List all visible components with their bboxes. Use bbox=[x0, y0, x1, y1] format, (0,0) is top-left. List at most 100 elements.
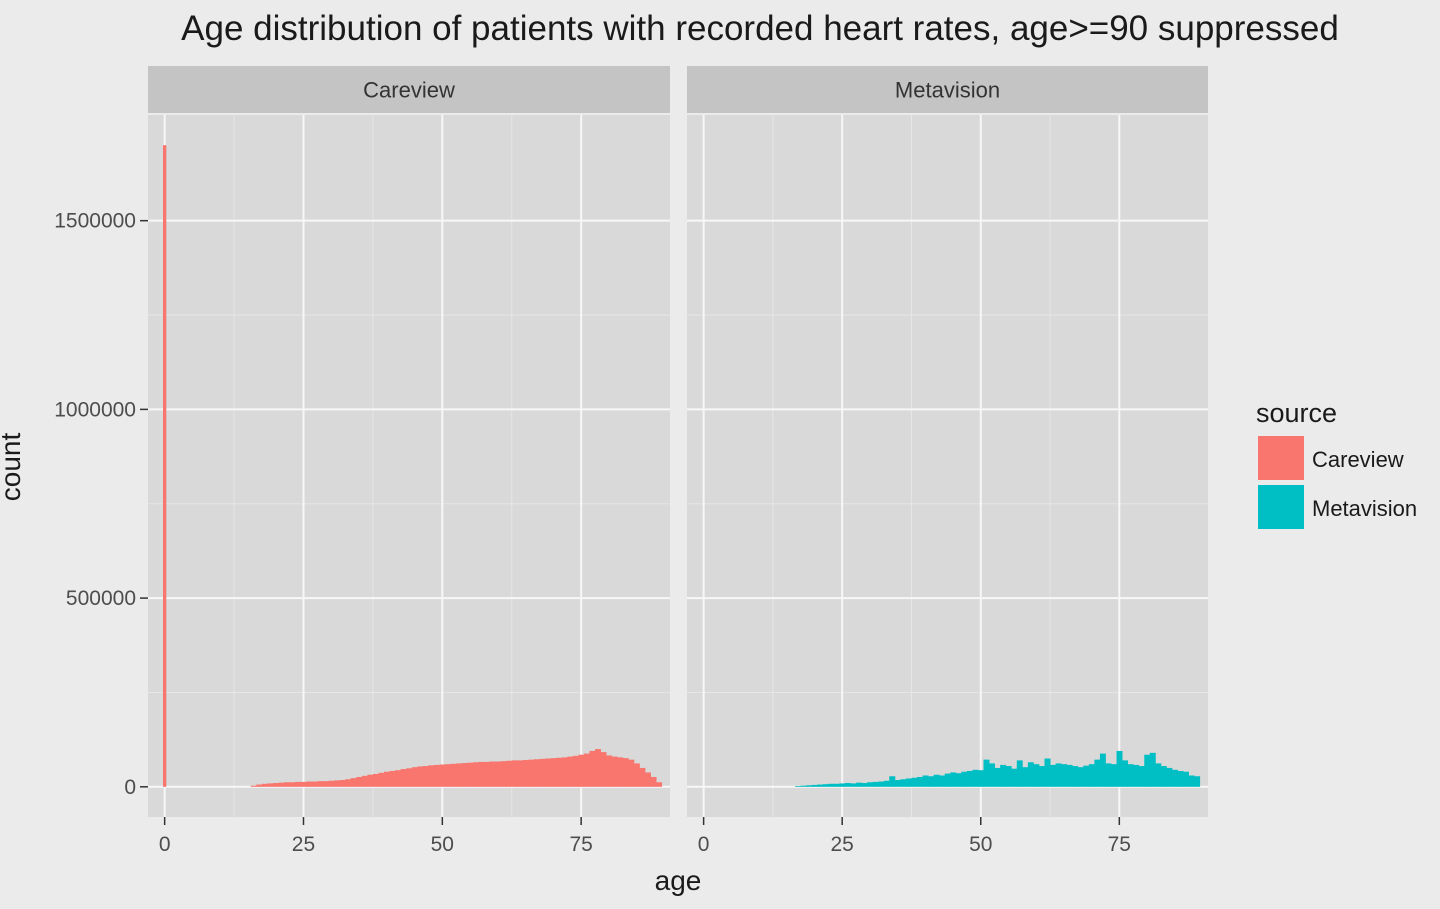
histogram-bar bbox=[650, 776, 657, 787]
histogram-bar bbox=[572, 755, 579, 787]
histogram-bar bbox=[867, 782, 874, 787]
histogram-bar bbox=[478, 761, 485, 787]
histogram-bar bbox=[828, 783, 835, 787]
histogram-bar bbox=[639, 767, 646, 787]
histogram-bar bbox=[806, 785, 813, 787]
histogram-bar bbox=[162, 145, 167, 787]
histogram-bar bbox=[483, 761, 490, 787]
histogram-bar bbox=[411, 767, 418, 787]
histogram-bar bbox=[284, 782, 291, 787]
histogram-bar bbox=[633, 763, 640, 787]
histogram-bar bbox=[1122, 760, 1129, 787]
histogram-bar bbox=[317, 781, 324, 787]
histogram-bar bbox=[861, 783, 868, 787]
histogram-bar bbox=[272, 783, 279, 787]
histogram-bar bbox=[461, 763, 468, 787]
histogram-bar bbox=[944, 773, 951, 787]
histogram-bar bbox=[811, 784, 818, 787]
histogram-bar bbox=[983, 759, 990, 787]
histogram-bar bbox=[278, 782, 285, 787]
facet-panels: Careview 0 25 50 75 Metavision 0 25 50 75 bbox=[148, 66, 1208, 856]
histogram-bar bbox=[400, 769, 407, 787]
histogram-bar bbox=[1149, 752, 1156, 787]
histogram-bar bbox=[467, 762, 474, 787]
histogram-bar bbox=[567, 756, 574, 787]
legend: source Careview Metavision bbox=[1256, 398, 1417, 529]
histogram-bar bbox=[1033, 764, 1040, 787]
histogram-bar bbox=[422, 766, 429, 787]
histogram-bar bbox=[261, 783, 268, 787]
y-axis-title: count bbox=[0, 433, 26, 502]
facet-strip-label: Metavision bbox=[895, 78, 1000, 103]
histogram-bar bbox=[334, 780, 340, 787]
panel-background bbox=[687, 115, 1208, 817]
histogram-bar bbox=[622, 758, 629, 787]
histogram-bar bbox=[533, 759, 540, 787]
facet-strip-metavision bbox=[687, 66, 1208, 113]
histogram-bar bbox=[500, 761, 507, 787]
histogram-bar bbox=[306, 781, 313, 787]
histogram-bar bbox=[922, 775, 929, 787]
histogram-bar bbox=[578, 754, 585, 787]
histogram-bar bbox=[522, 760, 529, 787]
histogram-bar bbox=[933, 774, 940, 787]
y-tick-label: 1000000 bbox=[54, 398, 136, 421]
histogram-bar bbox=[384, 771, 390, 787]
histogram-bar bbox=[356, 776, 363, 787]
histogram-bar bbox=[1116, 750, 1123, 787]
histogram-bar bbox=[495, 761, 502, 787]
histogram-bar bbox=[822, 784, 829, 787]
histogram-bar bbox=[1138, 766, 1145, 787]
histogram-bar bbox=[539, 758, 546, 787]
histogram-bar bbox=[1016, 760, 1023, 787]
series-metavision bbox=[795, 750, 1201, 787]
histogram-bar bbox=[917, 776, 923, 787]
legend-label-careview: Careview bbox=[1312, 447, 1404, 472]
histogram-bar bbox=[511, 760, 518, 787]
facet-strip-label: Careview bbox=[363, 78, 455, 103]
histogram-bar bbox=[1105, 763, 1112, 787]
histogram-bar bbox=[339, 780, 346, 787]
histogram-bar bbox=[1099, 753, 1106, 787]
histogram-bar bbox=[556, 757, 563, 787]
histogram-bar bbox=[456, 763, 463, 787]
histogram-bar bbox=[1111, 764, 1117, 787]
histogram-bar bbox=[345, 779, 352, 787]
histogram-bar bbox=[395, 770, 402, 787]
histogram-bar bbox=[361, 775, 368, 787]
histogram-bar bbox=[872, 781, 879, 787]
y-tick-label: 500000 bbox=[66, 587, 136, 610]
histogram-bar bbox=[600, 752, 607, 787]
histogram-bar bbox=[606, 755, 613, 787]
histogram-bar bbox=[433, 764, 440, 787]
histogram-bar bbox=[595, 749, 601, 787]
histogram-bar bbox=[1027, 762, 1034, 787]
histogram-bar bbox=[1038, 766, 1045, 787]
histogram-bar bbox=[900, 779, 907, 787]
histogram-bar bbox=[800, 785, 807, 787]
histogram-bar bbox=[883, 780, 890, 787]
histogram-bar bbox=[955, 773, 962, 787]
histogram-bar bbox=[378, 772, 385, 787]
histogram-bar bbox=[972, 769, 979, 787]
histogram-bar bbox=[1005, 766, 1012, 787]
histogram-bar bbox=[267, 783, 274, 787]
histogram-bar bbox=[1183, 771, 1190, 787]
histogram-bar bbox=[367, 774, 374, 787]
histogram-bar bbox=[561, 757, 568, 787]
histogram-bar bbox=[1083, 765, 1090, 787]
histogram-bar bbox=[328, 780, 335, 787]
histogram-bar bbox=[1171, 769, 1178, 787]
x-tick-label: 0 bbox=[159, 833, 171, 856]
histogram-bar bbox=[1127, 764, 1134, 787]
histogram-bar bbox=[833, 783, 840, 787]
histogram-bar bbox=[1094, 759, 1101, 787]
x-axis-title: age bbox=[655, 865, 702, 896]
histogram-bar bbox=[1011, 768, 1018, 787]
histogram-bar bbox=[645, 772, 651, 787]
histogram-bar bbox=[1044, 758, 1051, 787]
histogram-bar bbox=[517, 760, 524, 787]
facet-strip-careview bbox=[148, 66, 670, 113]
histogram-bar bbox=[878, 781, 885, 787]
histogram-bar bbox=[1188, 775, 1195, 787]
